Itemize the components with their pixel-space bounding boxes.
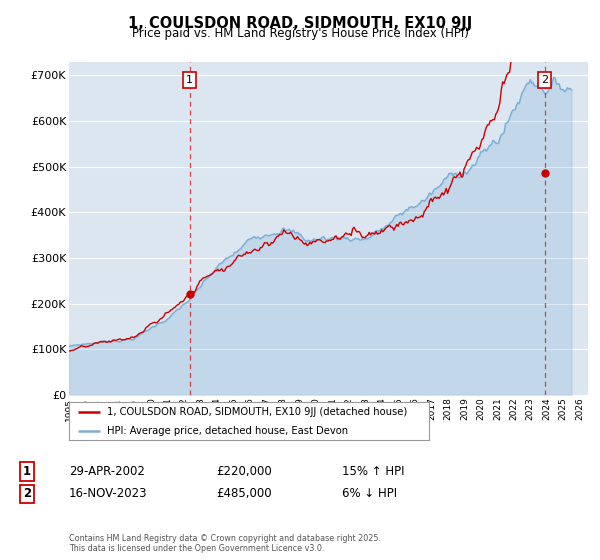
Text: 16-NOV-2023: 16-NOV-2023	[69, 487, 148, 501]
Text: £485,000: £485,000	[216, 487, 272, 501]
Text: 2: 2	[23, 487, 31, 501]
Text: 29-APR-2002: 29-APR-2002	[69, 465, 145, 478]
Text: 1, COULSDON ROAD, SIDMOUTH, EX10 9JJ: 1, COULSDON ROAD, SIDMOUTH, EX10 9JJ	[128, 16, 472, 31]
Text: £220,000: £220,000	[216, 465, 272, 478]
Text: Contains HM Land Registry data © Crown copyright and database right 2025.
This d: Contains HM Land Registry data © Crown c…	[69, 534, 381, 553]
Text: 1: 1	[23, 465, 31, 478]
Text: 2: 2	[541, 75, 548, 85]
Text: 6% ↓ HPI: 6% ↓ HPI	[342, 487, 397, 501]
Text: Price paid vs. HM Land Registry's House Price Index (HPI): Price paid vs. HM Land Registry's House …	[131, 27, 469, 40]
Text: 1: 1	[186, 75, 193, 85]
Text: 15% ↑ HPI: 15% ↑ HPI	[342, 465, 404, 478]
Text: HPI: Average price, detached house, East Devon: HPI: Average price, detached house, East…	[107, 426, 348, 436]
Text: 1, COULSDON ROAD, SIDMOUTH, EX10 9JJ (detached house): 1, COULSDON ROAD, SIDMOUTH, EX10 9JJ (de…	[107, 407, 407, 417]
